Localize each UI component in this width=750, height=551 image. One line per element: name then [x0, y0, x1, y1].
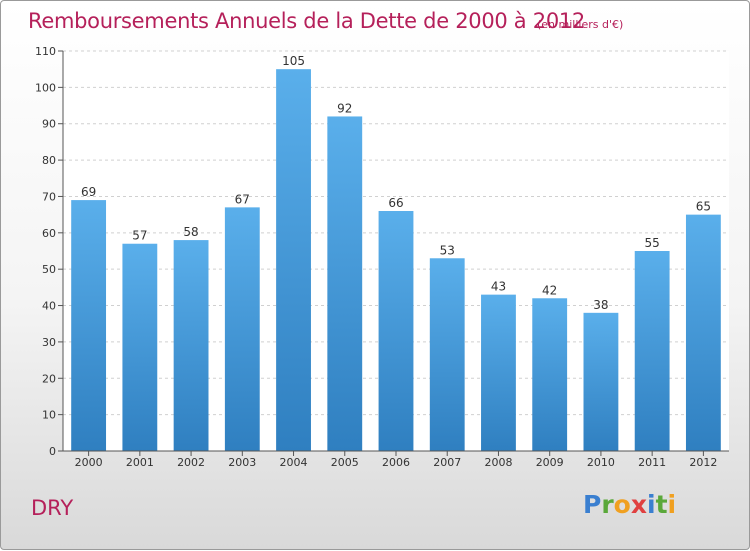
- logo-letter: i: [667, 490, 677, 519]
- bar-2010: [583, 312, 619, 451]
- x-tick-label-2003: 2003: [228, 456, 256, 469]
- bar-2007: [429, 258, 465, 451]
- data-label-2004: 105: [282, 54, 305, 68]
- logo-letter: t: [655, 490, 668, 519]
- x-tick-label-2002: 2002: [177, 456, 205, 469]
- bar-2012: [685, 214, 721, 451]
- x-tick-label-2005: 2005: [331, 456, 359, 469]
- data-label-2010: 38: [593, 298, 608, 312]
- y-tick-label: 70: [42, 190, 56, 203]
- y-tick-label: 110: [35, 45, 56, 58]
- y-tick-label: 10: [42, 409, 56, 422]
- logo-letter: i: [647, 490, 656, 519]
- bar-2006: [378, 211, 414, 451]
- data-label-2006: 66: [388, 196, 403, 210]
- y-tick-label: 60: [42, 227, 56, 240]
- bar-2011: [634, 251, 670, 451]
- y-tick-label: 20: [42, 372, 56, 385]
- y-tick-label: 30: [42, 336, 56, 349]
- x-tick-label-2009: 2009: [536, 456, 564, 469]
- proxiti-logo: Proxiti: [583, 490, 676, 519]
- x-tick-label-2012: 2012: [689, 456, 717, 469]
- data-label-2005: 92: [337, 101, 352, 115]
- x-tick-label-2000: 2000: [75, 456, 103, 469]
- y-tick-label: 40: [42, 300, 56, 313]
- x-tick-label-2008: 2008: [484, 456, 512, 469]
- bar-2002: [173, 240, 209, 451]
- bar-2001: [122, 243, 158, 451]
- data-label-2002: 58: [183, 225, 198, 239]
- data-label-2012: 65: [696, 200, 711, 214]
- logo-letter: x: [630, 490, 647, 519]
- bar-2004: [276, 69, 311, 451]
- data-label-2001: 57: [132, 229, 147, 243]
- x-tick-label-2001: 2001: [126, 456, 154, 469]
- data-label-2000: 69: [81, 185, 96, 199]
- y-tick-label: 100: [35, 81, 56, 94]
- y-tick-label: 50: [42, 263, 56, 276]
- y-tick-label: 0: [49, 445, 56, 458]
- bar-2000: [71, 200, 107, 451]
- logo-letter: r: [601, 490, 614, 519]
- bar-2005: [327, 116, 363, 452]
- x-tick-label-2007: 2007: [433, 456, 461, 469]
- x-tick-label-2004: 2004: [280, 456, 308, 469]
- bar-2003: [224, 207, 260, 451]
- data-label-2011: 55: [645, 236, 660, 250]
- bar-2008: [481, 294, 516, 451]
- x-tick-label-2011: 2011: [638, 456, 666, 469]
- chart-title: Remboursements Annuels de la Dette de 20…: [28, 9, 585, 33]
- x-tick-label-2006: 2006: [382, 456, 410, 469]
- bar-2009: [532, 298, 568, 451]
- y-tick-label: 90: [42, 118, 56, 131]
- data-label-2008: 43: [491, 280, 506, 294]
- y-tick-label: 80: [42, 154, 56, 167]
- logo-letter: P: [583, 490, 602, 519]
- commune-name: DRY: [31, 496, 74, 520]
- data-label-2009: 42: [542, 283, 557, 297]
- x-tick-label-2010: 2010: [587, 456, 615, 469]
- data-label-2007: 53: [440, 243, 455, 257]
- unit-note: (en milliers d'€): [537, 18, 624, 31]
- logo-letter: o: [613, 490, 631, 519]
- data-label-2003: 67: [235, 192, 250, 206]
